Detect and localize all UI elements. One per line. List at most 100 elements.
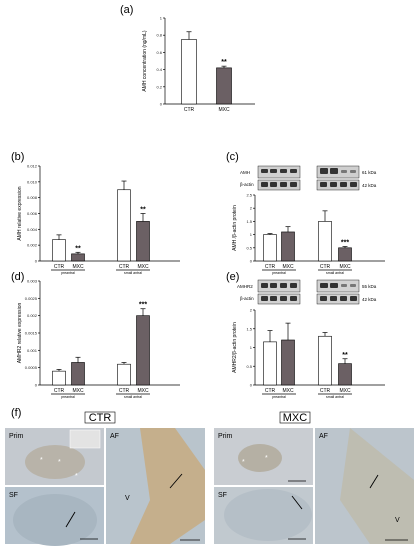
- y-tick-label-c-5: 2.5: [246, 193, 252, 198]
- ctr-sf-label: SF: [9, 492, 18, 499]
- blot-e-kda-1: 42 kDa: [362, 297, 377, 302]
- bar-c-3: [338, 247, 352, 262]
- bar-c-2: [318, 221, 332, 262]
- blot-c-label-0: AMH: [240, 170, 250, 175]
- bar-e-0: [263, 341, 277, 386]
- histology-group-mxc: MXC: [283, 412, 308, 424]
- bar-b-1: [71, 253, 85, 262]
- bar-e-2: [318, 335, 332, 386]
- y-tick-label-b-1: 0.002: [27, 243, 38, 248]
- y-tick-label-b-2: 0.004: [27, 227, 38, 232]
- panel-label-a: (a): [120, 4, 133, 16]
- panel-label-c: (c): [226, 151, 239, 163]
- bar-b-3: [136, 221, 150, 262]
- ctr-star-3: *: [75, 473, 78, 480]
- blot-c: AMH β-actin 61 kDa 42 kDa: [240, 165, 377, 191]
- mxc-star-2: *: [265, 455, 268, 462]
- y-tick-label-a-4: 0.8: [156, 33, 162, 38]
- x-tick-label-e-3: MXC: [339, 388, 351, 394]
- ctr-star-1: *: [40, 457, 43, 464]
- blot-e: AMHR2 β-actin 55 kDa 42 kDa: [237, 279, 377, 305]
- ctr-af-arrow: [169, 473, 183, 489]
- bar-d-0: [52, 370, 66, 386]
- x-tick-label-b-1: MXC: [72, 264, 84, 270]
- mxc-prim-label: Prim: [218, 433, 233, 440]
- histology-group-ctr: CTR: [89, 412, 112, 424]
- significance-d-3: ***: [139, 302, 147, 309]
- y-tick-label-d-4: 0.002: [27, 313, 38, 318]
- blot-e-label-0: AMHR2: [237, 284, 253, 289]
- bar-e-1: [281, 339, 295, 386]
- mxc-sf-label: SF: [218, 492, 227, 499]
- panel-label-f: (f): [11, 407, 21, 419]
- mxc-sf-arrow: [291, 495, 303, 510]
- bar-e-3: [338, 363, 352, 386]
- y-tick-label-d-3: 0.0015: [25, 331, 38, 336]
- significance-b-1: **: [75, 245, 81, 252]
- y-tick-label-a-3: 0.6: [156, 50, 162, 55]
- mxc-star-1: *: [242, 459, 245, 466]
- x-tick-label-e-2: CTR: [320, 388, 331, 394]
- y-axis-label-d: AMHR2 relative expression: [17, 302, 23, 363]
- group-label-b-1: small antral: [124, 271, 142, 275]
- bar-b-2: [117, 189, 131, 262]
- y-tick-label-d-6: 0.003: [27, 279, 38, 284]
- y-axis-label-b: AMH relative expression: [17, 186, 23, 240]
- y-tick-label-d-2: 0.001: [27, 348, 38, 353]
- y-tick-label-e-2: 1: [250, 345, 253, 350]
- y-tick-label-a-0: 0: [160, 102, 163, 107]
- chart-c: 0 0.5 1 1.5 2 2.5 AMH /β-actin protein CTR MXC CT…: [232, 193, 385, 275]
- ctr-star-2: *: [58, 459, 61, 466]
- panel-label-e: (e): [226, 271, 239, 283]
- bar-d-1: [71, 362, 85, 386]
- x-tick-label-a-0: CTR: [184, 107, 195, 113]
- x-tick-label-c-2: CTR: [320, 264, 331, 270]
- y-tick-label-a-1: 0.2: [156, 84, 162, 89]
- y-tick-label-c-1: 0.5: [246, 245, 252, 250]
- significance-e-3: **: [342, 352, 348, 359]
- group-label-c-0: preantral: [272, 271, 286, 275]
- x-tick-label-b-2: CTR: [119, 264, 130, 270]
- group-label-b-0: preantral: [61, 271, 75, 275]
- group-label-e-0: preantral: [272, 395, 286, 399]
- blot-e-label-1: β-actin: [240, 296, 254, 301]
- panel-label-d: (d): [11, 271, 24, 283]
- x-tick-label-b-0: CTR: [54, 264, 65, 270]
- x-tick-label-c-3: MXC: [339, 264, 351, 270]
- y-tick-label-b-4: 0.008: [27, 195, 38, 200]
- y-tick-label-c-0: 0: [250, 259, 253, 264]
- x-tick-label-e-0: CTR: [265, 388, 276, 394]
- chart-b: 0 0.002 0.004 0.006 0.008 0.010 0.012 AMH relat…: [17, 164, 180, 275]
- blot-c-label-1: β-actin: [240, 182, 254, 187]
- y-axis-label-a: AMH concentration (ng/mL): [142, 30, 148, 91]
- ctr-prim-label: Prim: [9, 433, 24, 440]
- mxc-af-arrow: [369, 474, 379, 489]
- x-tick-label-a-1: MXC: [218, 107, 230, 113]
- bar-b-0: [52, 239, 66, 262]
- y-tick-label-e-1: 0.5: [246, 364, 252, 369]
- y-tick-label-d-0: 0: [35, 383, 38, 388]
- blot-c-kda-1: 42 kDa: [362, 183, 377, 188]
- y-tick-label-a-5: 1: [160, 16, 163, 21]
- y-tick-label-a-2: 0.4: [156, 67, 162, 72]
- group-label-d-0: preantral: [61, 395, 75, 399]
- bar-d-2: [117, 363, 131, 386]
- y-tick-label-d-5: 0.0025: [25, 296, 38, 301]
- x-tick-label-c-1: MXC: [282, 264, 294, 270]
- mxc-group-box: [279, 411, 311, 424]
- significance-a-1: **: [221, 59, 227, 66]
- blot-e-kda-0: 55 kDa: [362, 284, 377, 289]
- group-label-e-1: small antral: [326, 395, 344, 399]
- y-tick-label-b-3: 0.006: [27, 211, 38, 216]
- y-tick-label-e-3: 1.5: [246, 326, 252, 331]
- bar-a-0: [181, 39, 197, 105]
- y-tick-label-b-6: 0.012: [27, 164, 38, 169]
- bar-d-3: [136, 315, 150, 386]
- significance-c-3: ***: [341, 239, 349, 246]
- y-tick-label-b-5: 0.010: [27, 179, 38, 184]
- ctr-group-box: [84, 411, 116, 424]
- ctr-af-v: V: [125, 495, 130, 502]
- chart-e: 0 0.5 1 1.5 2 AMHR2/β-actin protein CTR MXC CTR *…: [232, 308, 385, 399]
- significance-b-3: **: [140, 207, 146, 214]
